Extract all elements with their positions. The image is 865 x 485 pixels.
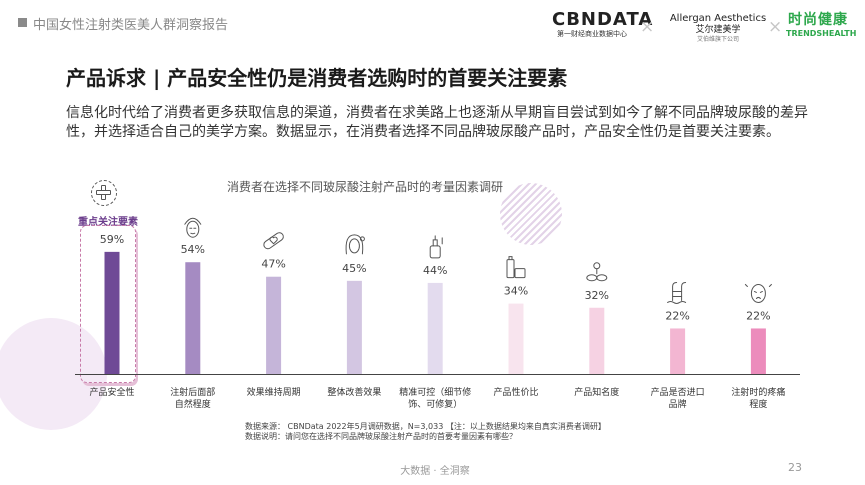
- page-title: 产品诉求 | 产品安全性仍是消费者选购时的首要关注要素: [66, 66, 568, 90]
- category-label: 效果维持周期: [247, 386, 301, 398]
- bar: [750, 328, 766, 374]
- category-label: 注射后面部自然程度: [170, 386, 215, 410]
- cbndata-logo: CBNDATA 第一财经商业数据中心: [552, 9, 654, 39]
- allergan-logo-subtitle: 艾伯维旗下公司: [696, 36, 739, 43]
- category-label: 产品是否进口品牌: [651, 386, 705, 410]
- bar: [427, 282, 443, 374]
- header-square: [18, 18, 27, 27]
- pool-ladder-icon: [667, 281, 687, 304]
- highlight-box: [80, 225, 136, 383]
- allergan-logo: Allergan Aesthetics 艾尔建美学 艾伯维旗下公司: [662, 13, 774, 44]
- value-label: 45%: [342, 262, 366, 275]
- bar: [508, 303, 524, 374]
- value-label: 34%: [504, 285, 528, 298]
- value-label: 47%: [261, 258, 285, 271]
- bar: [670, 328, 686, 374]
- footnote-source: 数据来源： CBNData 2022年5月调研数据，N=3,033 【注：以上数…: [245, 422, 606, 431]
- category-label: 产品知名度: [574, 386, 619, 398]
- bar: [185, 262, 201, 374]
- value-label: 59%: [100, 233, 124, 246]
- category-label: 整体改善效果: [327, 386, 381, 398]
- page-number: 23: [788, 461, 802, 474]
- category-label: 注射时的疼痛程度: [731, 386, 785, 410]
- cbndata-logo-text: CBNDATA: [552, 9, 654, 30]
- category-label: 产品性价比: [493, 386, 538, 398]
- report-title: 中国女性注射类医美人群洞察报告: [33, 18, 229, 33]
- value-label: 22%: [746, 309, 770, 322]
- value-label: 22%: [665, 309, 689, 322]
- face-pain-icon: [744, 283, 772, 303]
- allergan-logo-text: Allergan Aesthetics: [669, 13, 767, 24]
- bar: [346, 280, 362, 374]
- flower-stones-icon: [586, 262, 608, 282]
- cbndata-logo-subtitle: 第一财经商业数据中心: [557, 30, 627, 38]
- face-towel-icon: [184, 217, 202, 238]
- bar: [104, 251, 120, 374]
- bandage-heart-icon: [263, 232, 284, 250]
- medical-cross-icon: [91, 180, 117, 206]
- value-label: 44%: [423, 264, 447, 277]
- bar: [266, 276, 282, 374]
- dropper-bottle-icon: [429, 235, 443, 259]
- footnote: 数据来源： CBNData 2022年5月调研数据，N=3,033 【注：以上数…: [245, 422, 606, 442]
- woman-face-icon: [345, 234, 365, 255]
- footnote-explanation: 数据说明：请问您在选择不同品牌玻尿酸注射产品时的首要考量因素有哪些？: [245, 432, 517, 441]
- intro-paragraph: 信息化时代给了消费者更多获取信息的渠道，消费者在求美路上也逐渐从早期盲目尝试到如…: [66, 105, 808, 140]
- decorative-striped-circle: [500, 183, 562, 245]
- trendshealth-logo-en: TRENDSHEALTH: [786, 29, 857, 38]
- trendshealth-logo-cn: 时尚健康: [788, 12, 848, 28]
- cosmetic-bottles-icon: [506, 256, 526, 279]
- category-label: 产品安全性: [89, 386, 134, 398]
- logo-separator-icon: ×: [640, 17, 655, 37]
- chart-title: 消费者在选择不同玻尿酸注射产品时的考量因素调研: [226, 180, 503, 194]
- allergan-logo-cn: 艾尔建美学: [695, 25, 741, 35]
- footer-tagline: 大数据 · 全洞察: [400, 466, 470, 477]
- highlight-label: 重点关注要素: [78, 217, 138, 228]
- category-label: 精准可控（细节修饰、可修复）: [399, 386, 471, 410]
- logo-separator-icon: ×: [768, 17, 783, 37]
- trendshealth-logo: 时尚健康 TRENDSHEALTH: [786, 12, 857, 39]
- value-label: 54%: [181, 243, 205, 256]
- value-label: 32%: [585, 289, 609, 302]
- bar: [589, 307, 605, 374]
